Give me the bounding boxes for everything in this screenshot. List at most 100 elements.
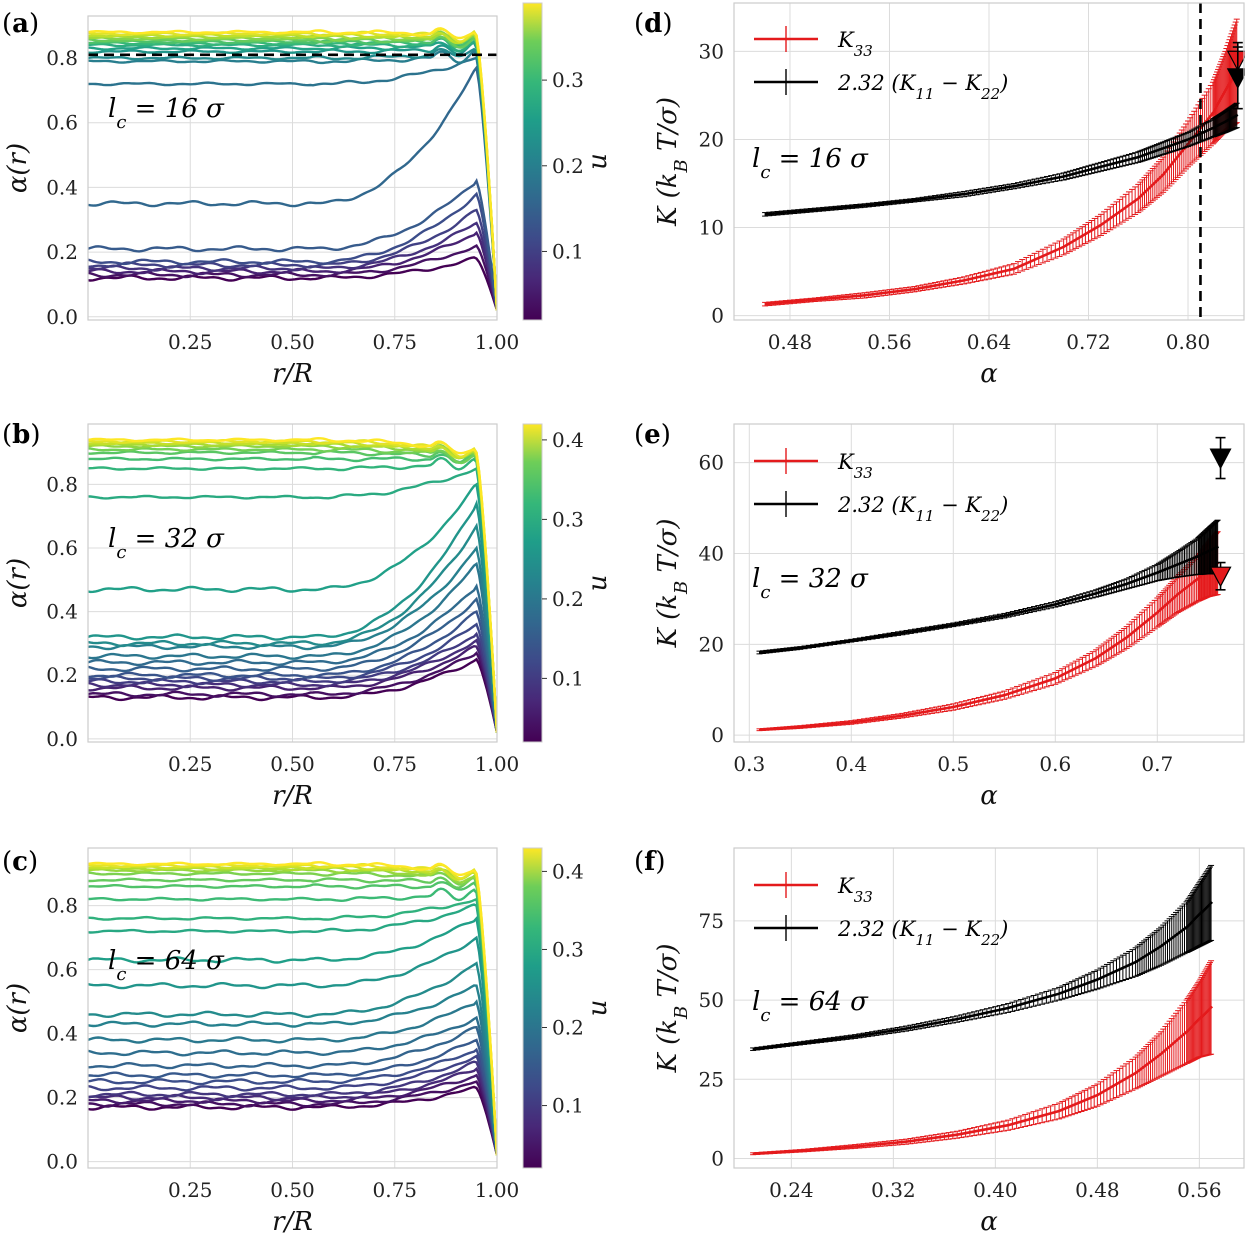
alpha-curve: [88, 522, 497, 733]
x-tick-label: 1.00: [475, 752, 520, 776]
plot-frame: [87, 847, 498, 1169]
panel-b: 0.25 0.50 0.75 1.00 0.0 0.2 0.4 0.6 0.8 r/R α(r) (b…: [2, 420, 613, 811]
x-tick-label: 0.50: [270, 1178, 315, 1202]
x-tick-label: 0.75: [372, 330, 417, 354]
panel-label: (e): [634, 420, 671, 450]
panel-label: (c): [2, 847, 38, 877]
plot-area: [88, 436, 497, 733]
y-tick-label: 0.0: [46, 305, 78, 329]
y-tick-label: 40: [699, 541, 724, 565]
y-tick-label: 0: [711, 723, 724, 747]
plot-frame: [87, 423, 498, 743]
plot-frame: [733, 847, 1245, 1169]
legend-label-k33: K33: [837, 450, 873, 482]
alpha-curve: [88, 482, 497, 733]
y-tick-label: 0.4: [46, 600, 78, 624]
triangle-marker: [1226, 68, 1245, 90]
y-tick-label: 0.4: [46, 175, 78, 199]
y-tick-label: 0.2: [46, 240, 78, 264]
plot-area: [88, 27, 497, 311]
plot-area: [750, 864, 1215, 1156]
alpha-curve: [88, 499, 497, 733]
alpha-curve: [88, 961, 497, 1156]
alpha-curve: [88, 453, 497, 733]
panel-f: 0.24 0.32 0.40 0.48 0.56 0 25 50 75 α K (kB T/σ) (f…: [634, 847, 1245, 1237]
x-tick-label: 0.40: [973, 1178, 1018, 1202]
alpha-curve: [88, 915, 497, 1156]
alpha-curve: [88, 31, 497, 311]
x-tick-label: 0.80: [1166, 330, 1211, 354]
y-tick-label: 25: [699, 1067, 724, 1091]
alpha-curve: [88, 609, 497, 733]
alpha-curve: [88, 866, 497, 1156]
alpha-curve: [88, 49, 497, 311]
alpha-curve: [88, 1038, 497, 1156]
y-tick-label: 75: [699, 909, 724, 933]
series-k11-k22: [756, 519, 1221, 655]
colorbar-tick-label: 0.1: [552, 666, 584, 690]
legend-label-k33: K33: [837, 28, 873, 60]
series-k33: [750, 960, 1215, 1156]
y-tick-label: 60: [699, 451, 724, 475]
alpha-curve: [88, 64, 497, 311]
y-tick-label: 0.6: [46, 536, 78, 560]
x-tick-label: 0.25: [168, 752, 213, 776]
x-tick-label: 0.64: [967, 330, 1012, 354]
colorbar-tick-label: 0.3: [552, 507, 584, 531]
colorbar-tick-label: 0.2: [552, 587, 584, 611]
alpha-curve: [88, 650, 497, 733]
x-tick-label: 0.5: [937, 752, 969, 776]
y-tick-label: 0: [711, 304, 724, 328]
colorbar: 0.1 0.2 0.3 u: [522, 2, 613, 321]
annotation-lc: lc = 32 σ: [108, 524, 225, 563]
colorbar-gradient: [522, 2, 543, 321]
x-axis-label: α: [980, 359, 998, 389]
colorbar-tick-label: 0.1: [552, 239, 584, 263]
alpha-curve: [88, 436, 497, 733]
alpha-curve: [88, 984, 497, 1156]
series-line: [752, 900, 1214, 1051]
y-axis-label: α(r): [3, 143, 33, 193]
x-tick-label: 0.7: [1141, 752, 1173, 776]
triangle-marker: [1209, 566, 1232, 588]
alpha-curve: [88, 244, 497, 311]
alpha-curve: [88, 999, 497, 1156]
y-axis-label: α(r): [3, 983, 33, 1033]
series-k11-k22: [762, 102, 1240, 217]
colorbar-label: u: [583, 575, 613, 592]
y-tick-label: 20: [699, 632, 724, 656]
y-axis-label: α(r): [3, 558, 33, 608]
alpha-curve: [88, 27, 497, 311]
alpha-curve: [88, 191, 497, 311]
alpha-curve: [88, 903, 497, 1156]
annotation-lc: lc = 64 σ: [752, 987, 869, 1026]
x-tick-label: 0.56: [1177, 1178, 1222, 1202]
colorbar-tick-label: 0.1: [552, 1094, 584, 1118]
alpha-curve: [88, 1054, 497, 1156]
alpha-curve: [88, 449, 497, 733]
x-tick-label: 0.3: [733, 752, 765, 776]
series-k11-k22: [750, 864, 1215, 1051]
colorbar-gradient: [522, 847, 543, 1169]
colorbar-tick-label: 0.4: [552, 859, 584, 883]
y-tick-label: 20: [699, 127, 724, 151]
x-axis-label: r/R: [272, 359, 313, 389]
colorbar-label: u: [583, 153, 613, 170]
y-tick-label: 0.8: [46, 894, 78, 918]
x-tick-label: 0.32: [871, 1178, 916, 1202]
y-tick-label: 0.0: [46, 1150, 78, 1174]
x-tick-label: 0.25: [168, 330, 213, 354]
x-axis-label: r/R: [272, 781, 313, 811]
y-tick-label: 0.2: [46, 663, 78, 687]
alpha-curve: [88, 40, 497, 311]
series-k33: [756, 531, 1221, 732]
series-line: [759, 545, 1220, 654]
y-axis-label: K (kB T/σ): [653, 518, 692, 648]
plot-area: [88, 861, 497, 1156]
x-tick-label: 0.50: [270, 752, 315, 776]
x-axis-label: r/R: [272, 1207, 313, 1237]
panel-e: 0.3 0.4 0.5 0.6 0.7 0 20 40 60 α K (kB T/σ) (e) lc =…: [634, 420, 1245, 811]
alpha-curve: [88, 622, 497, 733]
colorbar-tick-label: 0.2: [552, 154, 584, 178]
y-tick-label: 0.6: [46, 958, 78, 982]
